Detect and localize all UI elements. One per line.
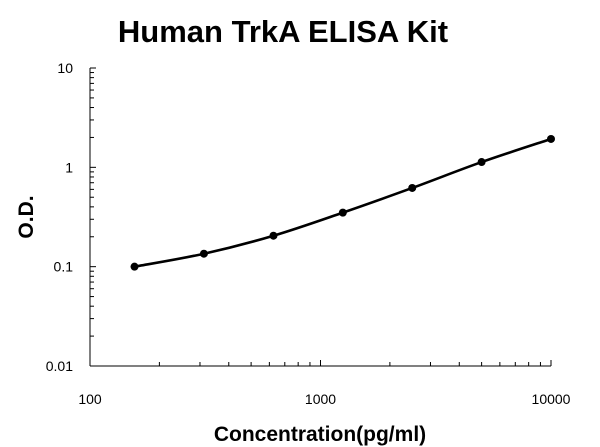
x-axis-label: Concentration(pg/ml) xyxy=(214,423,426,446)
x-tick-label: 100 xyxy=(78,391,102,407)
data-point xyxy=(338,208,347,217)
y-tick-label: 1 xyxy=(65,159,73,175)
y-axis-label: O.D. xyxy=(15,195,38,238)
series-line xyxy=(134,137,552,268)
data-point xyxy=(477,158,486,167)
data-points xyxy=(130,134,555,271)
axes xyxy=(89,68,551,367)
data-point xyxy=(269,231,278,240)
data-point xyxy=(547,134,555,143)
minor-ticks xyxy=(89,67,552,367)
data-point xyxy=(199,249,208,258)
data-point xyxy=(408,183,417,192)
data-point xyxy=(130,262,139,271)
y-tick-label: 0.01 xyxy=(46,358,73,374)
y-tick-label: 0.1 xyxy=(54,259,74,275)
tick-labels: 10 1 0.1 0.01 100 1000 10000 xyxy=(46,60,571,407)
x-tick-label: 1000 xyxy=(305,391,336,407)
y-tick-label: 10 xyxy=(57,60,73,76)
x-tick-label: 10000 xyxy=(532,391,571,407)
chart-title: Human TrkA ELISA Kit xyxy=(118,14,448,49)
